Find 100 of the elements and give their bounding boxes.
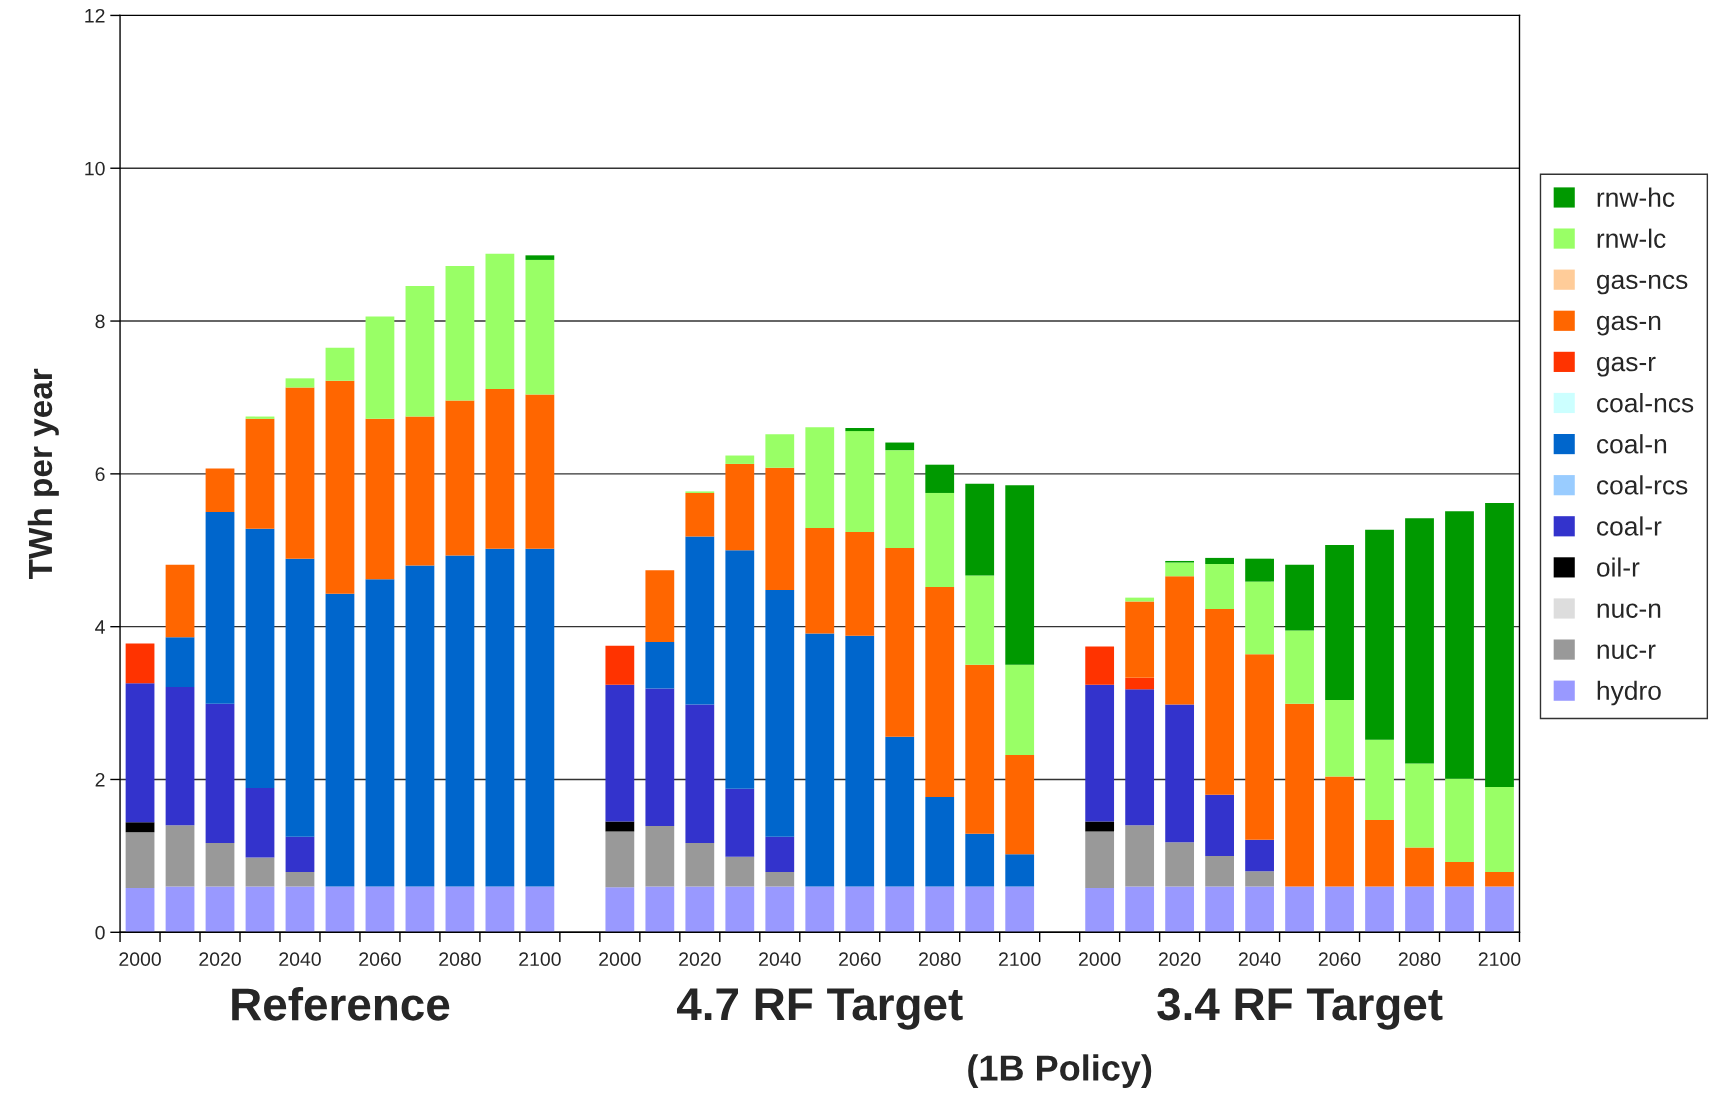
bar	[1205, 794, 1234, 856]
bar	[125, 822, 155, 833]
bar	[685, 536, 715, 705]
bar	[1405, 763, 1434, 848]
bar	[245, 857, 275, 887]
bar	[1125, 689, 1155, 826]
bar	[885, 886, 915, 933]
bar	[1485, 886, 1514, 933]
bar	[885, 547, 915, 737]
bar	[1245, 886, 1274, 933]
text: (1B Policy)	[968, 1054, 1152, 1088]
bar	[405, 285, 435, 417]
y-tick-label: 6	[95, 467, 105, 482]
bar	[605, 645, 635, 685]
bar	[885, 442, 915, 451]
text: 3.4 RF Target	[1157, 987, 1443, 1030]
bar	[285, 871, 315, 887]
bar	[1165, 562, 1195, 577]
bar	[925, 586, 955, 798]
bar	[485, 389, 515, 549]
bar	[965, 886, 995, 933]
legend-label: oil-r	[1597, 557, 1640, 577]
bar	[605, 831, 635, 888]
bar	[1005, 485, 1035, 665]
bar	[1085, 684, 1115, 822]
x-tick-label: 2020	[199, 952, 241, 967]
bar	[1245, 558, 1274, 582]
bar	[1125, 677, 1155, 690]
bar	[365, 316, 395, 419]
bar	[1485, 502, 1514, 788]
y-tick-label: 0	[95, 925, 105, 940]
bar	[285, 886, 315, 933]
bar	[1245, 839, 1274, 872]
bar	[205, 703, 235, 843]
bar	[1245, 871, 1274, 887]
bar	[1445, 886, 1474, 933]
bar	[205, 886, 235, 933]
bar	[645, 826, 675, 887]
bar	[1085, 831, 1115, 888]
bar	[285, 378, 315, 388]
bar	[125, 683, 155, 823]
bar	[365, 418, 395, 580]
bar	[1325, 886, 1354, 933]
bar	[1285, 564, 1314, 631]
bar	[1285, 886, 1314, 933]
bar	[805, 886, 835, 933]
bar	[685, 886, 715, 933]
bar	[845, 635, 875, 887]
bar	[845, 431, 875, 532]
x-tick-label: 2100	[999, 952, 1041, 967]
bar	[525, 886, 555, 933]
legend-label: nuc-r	[1597, 644, 1656, 660]
legend-label: gas-r	[1597, 356, 1656, 377]
bar	[1085, 646, 1115, 685]
x-tick-label: 2100	[519, 952, 561, 967]
bar	[1205, 557, 1234, 565]
y-axis-title: TWh per year	[27, 368, 59, 580]
bar	[205, 468, 235, 513]
bar	[1445, 778, 1474, 862]
y-tick-label: 4	[95, 620, 105, 634]
bar	[1405, 847, 1434, 887]
bar	[725, 856, 755, 887]
bar	[365, 579, 395, 887]
bar	[1485, 787, 1514, 872]
bar	[525, 255, 555, 260]
bar	[525, 259, 555, 395]
bar	[1405, 886, 1434, 933]
bar	[445, 555, 475, 887]
bar	[965, 664, 995, 834]
bar	[485, 886, 515, 933]
bar	[485, 548, 515, 887]
x-tick-label: 2020	[1158, 952, 1201, 967]
bar	[125, 643, 155, 684]
bar	[245, 886, 275, 933]
bar	[605, 821, 635, 832]
x-tick-label: 2000	[1079, 952, 1121, 967]
bar	[1325, 544, 1354, 701]
x-tick-label: 2000	[119, 952, 161, 967]
y-tick-label: 12	[85, 8, 105, 23]
bar	[1165, 842, 1195, 887]
legend-label: gas-ncs	[1597, 274, 1688, 295]
bar	[845, 428, 875, 432]
x-tick-label: 2040	[1238, 952, 1281, 967]
bar	[725, 886, 755, 933]
y-tick-label: 8	[95, 314, 105, 329]
bar	[325, 380, 355, 594]
bar	[1165, 886, 1195, 933]
bar	[725, 463, 755, 551]
bar	[805, 528, 835, 634]
bar	[965, 833, 995, 887]
bar	[365, 886, 395, 933]
bar	[885, 450, 915, 548]
bar	[925, 464, 955, 493]
x-tick-label: 2060	[839, 952, 881, 967]
bar	[325, 886, 355, 933]
x-tick-label: 2060	[1318, 952, 1361, 967]
bar	[765, 590, 795, 837]
legend-label: nuc-n	[1597, 603, 1661, 618]
bar	[1365, 529, 1394, 740]
x-tick-label: 2100	[1478, 952, 1521, 967]
